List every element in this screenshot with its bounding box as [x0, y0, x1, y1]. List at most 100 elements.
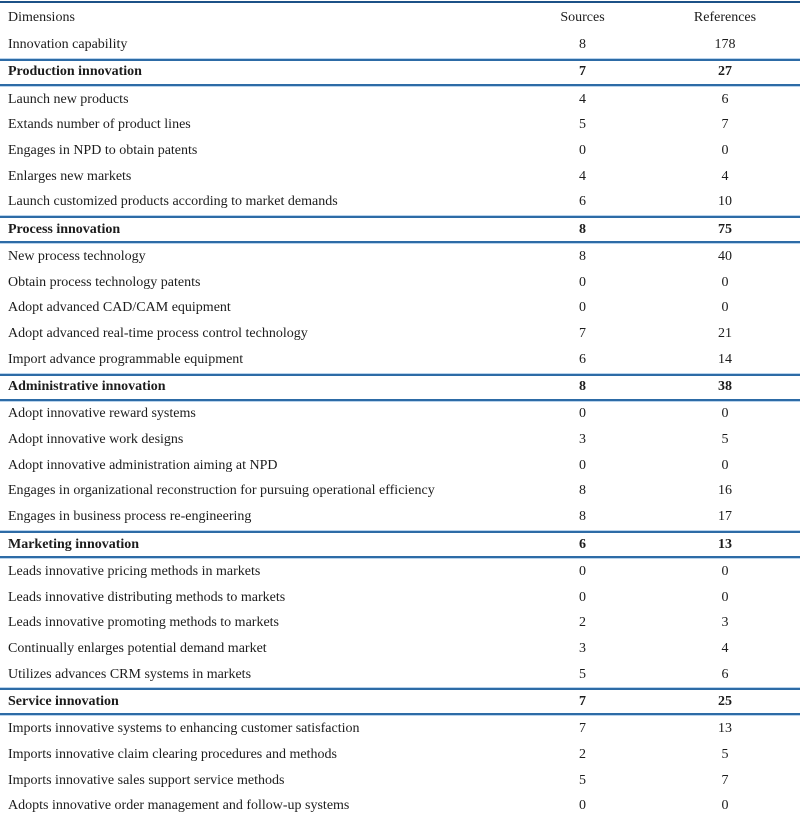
sources-value: 8 — [515, 37, 650, 53]
table-row: Leads innovative pricing methods in mark… — [0, 559, 800, 585]
column-header-references: References — [650, 10, 800, 26]
references-value: 16 — [650, 483, 800, 499]
table-row: Adopt innovative administration aiming a… — [0, 453, 800, 479]
section-row: Administrative innovation 8 38 — [0, 373, 800, 402]
table-row: Leads innovative promoting methods to ma… — [0, 610, 800, 636]
column-header-sources: Sources — [515, 10, 650, 26]
sources-value: 7 — [515, 64, 650, 80]
table-row: Engages in organizational reconstruction… — [0, 479, 800, 505]
sources-value: 6 — [515, 194, 650, 210]
dimension-label: Utilizes advances CRM systems in markets — [0, 667, 515, 683]
section-row: Marketing innovation 6 13 — [0, 530, 800, 559]
sources-value: 3 — [515, 432, 650, 448]
dimension-label: Leads innovative distributing methods to… — [0, 590, 515, 606]
sources-value: 7 — [515, 326, 650, 342]
references-value: 25 — [650, 694, 800, 710]
dimension-label: Continually enlarges potential demand ma… — [0, 641, 515, 657]
references-value: 6 — [650, 667, 800, 683]
dimension-label: Innovation capability — [0, 37, 515, 53]
dimension-label: Import advance programmable equipment — [0, 352, 515, 368]
dimension-label: Extands number of product lines — [0, 117, 515, 133]
table-row: Adopt advanced CAD/CAM equipment 0 0 — [0, 296, 800, 322]
sources-value: 8 — [515, 483, 650, 499]
references-value: 0 — [650, 300, 800, 316]
references-value: 0 — [650, 798, 800, 814]
table-row: Innovation capability 8 178 — [0, 32, 800, 58]
dimension-label: Process innovation — [0, 222, 515, 238]
table-row: Engages in NPD to obtain patents 0 0 — [0, 138, 800, 164]
references-value: 17 — [650, 509, 800, 525]
table-row: Engages in business process re-engineeri… — [0, 504, 800, 530]
dimension-label: Adopt advanced real-time process control… — [0, 326, 515, 342]
dimension-label: Launch customized products according to … — [0, 194, 515, 210]
sources-value: 0 — [515, 564, 650, 580]
table-row: Obtain process technology patents 0 0 — [0, 270, 800, 296]
references-value: 0 — [650, 564, 800, 580]
sources-value: 0 — [515, 458, 650, 474]
sources-value: 5 — [515, 667, 650, 683]
references-value: 6 — [650, 92, 800, 108]
dimension-label: Engages in NPD to obtain patents — [0, 143, 515, 159]
dimension-label: Adopt innovative administration aiming a… — [0, 458, 515, 474]
sources-value: 5 — [515, 773, 650, 789]
sources-value: 7 — [515, 694, 650, 710]
dimension-label: Leads innovative promoting methods to ma… — [0, 615, 515, 631]
references-value: 0 — [650, 406, 800, 422]
sources-value: 0 — [515, 590, 650, 606]
references-value: 178 — [650, 37, 800, 53]
references-value: 0 — [650, 275, 800, 291]
table-row: Continually enlarges potential demand ma… — [0, 636, 800, 662]
sources-value: 0 — [515, 406, 650, 422]
sources-value: 6 — [515, 352, 650, 368]
column-header-dimensions: Dimensions — [0, 10, 515, 26]
section-row: Process innovation 8 75 — [0, 215, 800, 244]
dimension-label: New process technology — [0, 249, 515, 265]
references-value: 0 — [650, 458, 800, 474]
references-value: 75 — [650, 222, 800, 238]
references-value: 5 — [650, 432, 800, 448]
table-row: Adopt innovative reward systems 0 0 — [0, 402, 800, 428]
references-value: 5 — [650, 747, 800, 763]
dimension-label: Adopt innovative reward systems — [0, 406, 515, 422]
table-row: New process technology 8 40 — [0, 244, 800, 270]
references-value: 10 — [650, 194, 800, 210]
dimension-label: Marketing innovation — [0, 537, 515, 553]
dimension-label: Service innovation — [0, 694, 515, 710]
table-row: Imports innovative claim clearing proced… — [0, 742, 800, 768]
dimension-label: Imports innovative claim clearing proced… — [0, 747, 515, 763]
dimension-label: Launch new products — [0, 92, 515, 108]
table-row: Adopt advanced real-time process control… — [0, 321, 800, 347]
references-value: 13 — [650, 721, 800, 737]
table-row: Utilizes advances CRM systems in markets… — [0, 662, 800, 688]
dimension-label: Enlarges new markets — [0, 169, 515, 185]
sources-value: 2 — [515, 615, 650, 631]
table-row: Launch customized products according to … — [0, 189, 800, 215]
table-body: Innovation capability 8 178 Production i… — [0, 32, 800, 819]
references-value: 0 — [650, 590, 800, 606]
dimension-label: Imports innovative systems to enhancing … — [0, 721, 515, 737]
table-row: Enlarges new markets 4 4 — [0, 164, 800, 190]
table-row: Leads innovative distributing methods to… — [0, 585, 800, 611]
dimension-label: Adopt innovative work designs — [0, 432, 515, 448]
references-value: 21 — [650, 326, 800, 342]
references-value: 13 — [650, 537, 800, 553]
table-row: Imports innovative sales support service… — [0, 768, 800, 794]
dimension-label: Obtain process technology patents — [0, 275, 515, 291]
dimension-label: Engages in business process re-engineeri… — [0, 509, 515, 525]
dimensions-table: Dimensions Sources References Innovation… — [0, 0, 800, 794]
references-value: 27 — [650, 64, 800, 80]
sources-value: 4 — [515, 92, 650, 108]
dimension-label: Adopts innovative order management and f… — [0, 798, 515, 814]
table-row: Extands number of product lines 5 7 — [0, 112, 800, 138]
references-value: 0 — [650, 143, 800, 159]
table-row: Adopt innovative work designs 3 5 — [0, 427, 800, 453]
references-value: 14 — [650, 352, 800, 368]
dimension-label: Imports innovative sales support service… — [0, 773, 515, 789]
table-row: Launch new products 4 6 — [0, 87, 800, 113]
sources-value: 7 — [515, 721, 650, 737]
sources-value: 0 — [515, 798, 650, 814]
dimension-label: Production innovation — [0, 64, 515, 80]
dimension-label: Engages in organizational reconstruction… — [0, 483, 515, 499]
sources-value: 8 — [515, 379, 650, 395]
references-value: 7 — [650, 773, 800, 789]
